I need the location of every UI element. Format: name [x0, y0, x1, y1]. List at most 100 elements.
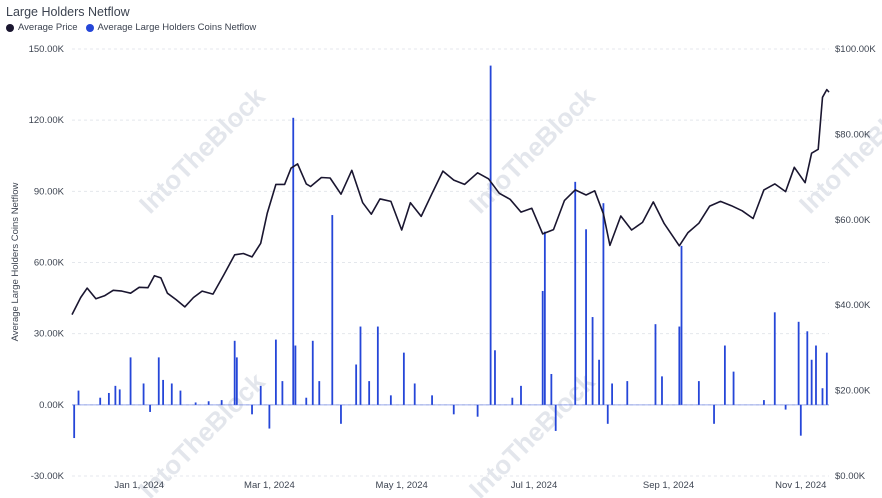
netflow-bar [376, 326, 379, 405]
chart-title: Large Holders Netflow [6, 5, 130, 19]
netflow-bar [554, 404, 557, 431]
netflow-bar [413, 383, 416, 405]
netflow-bar [654, 324, 657, 405]
y2-tick-label: $0.00K [835, 471, 866, 482]
legend-label-price: Average Price [18, 22, 78, 33]
netflow-bar [268, 404, 271, 429]
netflow-bar [732, 371, 735, 405]
netflow-bar [359, 326, 362, 405]
x-tick-label: Mar 1, 2024 [244, 480, 295, 491]
netflow-bar [355, 364, 358, 405]
netflow-bar [511, 397, 514, 405]
netflow-bar [162, 379, 165, 405]
netflow-bar [259, 385, 262, 405]
netflow-bar [452, 404, 455, 415]
netflow-bar [129, 357, 132, 405]
netflow-bar [806, 331, 809, 405]
netflow-bar [142, 383, 145, 405]
watermark-text: IntoTheBlock [793, 81, 882, 219]
netflow-bar [179, 390, 182, 405]
legend-item-price[interactable]: Average Price [6, 22, 78, 33]
netflow-bar [520, 385, 522, 405]
y-tick-label: 120.00K [29, 115, 65, 126]
watermark-text: IntoTheBlock [133, 81, 271, 219]
legend-item-netflow[interactable]: Average Large Holders Coins Netflow [85, 22, 257, 33]
watermark-text: IntoTheBlock [463, 81, 601, 219]
netflow-bar [368, 381, 371, 405]
x-tick-label: Nov 1, 2024 [775, 480, 826, 491]
netflow-bar [598, 359, 600, 405]
y2-tick-label: $80.00K [835, 129, 871, 140]
netflow-bar [574, 181, 577, 405]
y-tick-label: 60.00K [34, 258, 65, 269]
y2-tick-label: $100.00K [835, 44, 876, 55]
netflow-bar [305, 397, 308, 405]
watermark-text: IntoTheBlock [463, 366, 601, 498]
price-line [71, 88, 830, 315]
legend: Average Price Average Large Holders Coin… [6, 22, 264, 33]
netflow-bar [680, 245, 683, 405]
y2-tick-label: $60.00K [835, 215, 871, 226]
x-tick-label: Jan 1, 2024 [114, 480, 164, 491]
netflow-bar [340, 404, 342, 424]
netflow-bar [157, 357, 160, 405]
netflow-bar [170, 383, 173, 405]
netflow-bar [311, 340, 314, 405]
netflow-bar [797, 321, 800, 405]
netflow-bar [784, 404, 787, 410]
netflow-bar [251, 404, 253, 415]
netflow-bar [220, 400, 223, 405]
netflow-bar [825, 352, 828, 405]
netflow-bar [773, 312, 776, 405]
netflow-bar [233, 340, 236, 405]
netflow-bar [294, 345, 297, 405]
legend-dot-price [6, 23, 14, 32]
netflow-bar [550, 373, 553, 405]
x-tick-label: Sep 1, 2024 [643, 480, 694, 491]
y-tick-label: 0.00K [39, 400, 64, 411]
netflow-bar [697, 381, 700, 405]
y-tick-label: 30.00K [34, 329, 65, 340]
netflow-bar [626, 381, 629, 405]
netflow-bar [541, 290, 544, 405]
netflow-bar [585, 229, 587, 405]
netflow-bar [235, 357, 238, 405]
netflow-bar [723, 345, 726, 405]
y-axis-title: Average Large Holders Coins Netflow [10, 182, 21, 341]
netflow-bar [661, 376, 663, 405]
netflow-bar [292, 117, 295, 405]
netflow-bar [815, 345, 817, 405]
netflow-bar [763, 400, 765, 405]
netflow-bar [591, 317, 594, 405]
netflow-bar [678, 326, 681, 405]
netflow-bar [331, 215, 334, 405]
netflow-bar [389, 395, 392, 405]
netflow-bar [713, 404, 715, 424]
netflow-bar [207, 401, 210, 405]
netflow-bar [799, 404, 802, 436]
netflow-bar [810, 359, 813, 405]
y-tick-label: -30.00K [31, 471, 65, 482]
x-tick-label: Jul 1, 2024 [511, 480, 557, 491]
netflow-bar [318, 381, 321, 405]
netflow-bar [149, 404, 151, 412]
y-tick-label: 90.00K [34, 186, 65, 197]
netflow-bar [274, 339, 277, 405]
netflow-bar [606, 404, 609, 424]
legend-label-netflow: Average Large Holders Coins Netflow [97, 22, 257, 33]
netflow-bar [114, 385, 117, 405]
netflow-bar [281, 381, 284, 405]
netflow-bar [77, 390, 80, 405]
netflow-bar [107, 392, 110, 405]
netflow-bar [821, 388, 824, 405]
netflow-bar [476, 404, 479, 417]
legend-dot-netflow [85, 23, 94, 32]
netflow-bar [99, 397, 102, 405]
y2-tick-label: $20.00K [835, 386, 871, 397]
netflow-bar [611, 383, 613, 405]
netflow-bar [402, 352, 405, 405]
netflow-bar [73, 404, 76, 439]
netflow-bar [602, 203, 605, 405]
netflow-bar [118, 389, 121, 405]
